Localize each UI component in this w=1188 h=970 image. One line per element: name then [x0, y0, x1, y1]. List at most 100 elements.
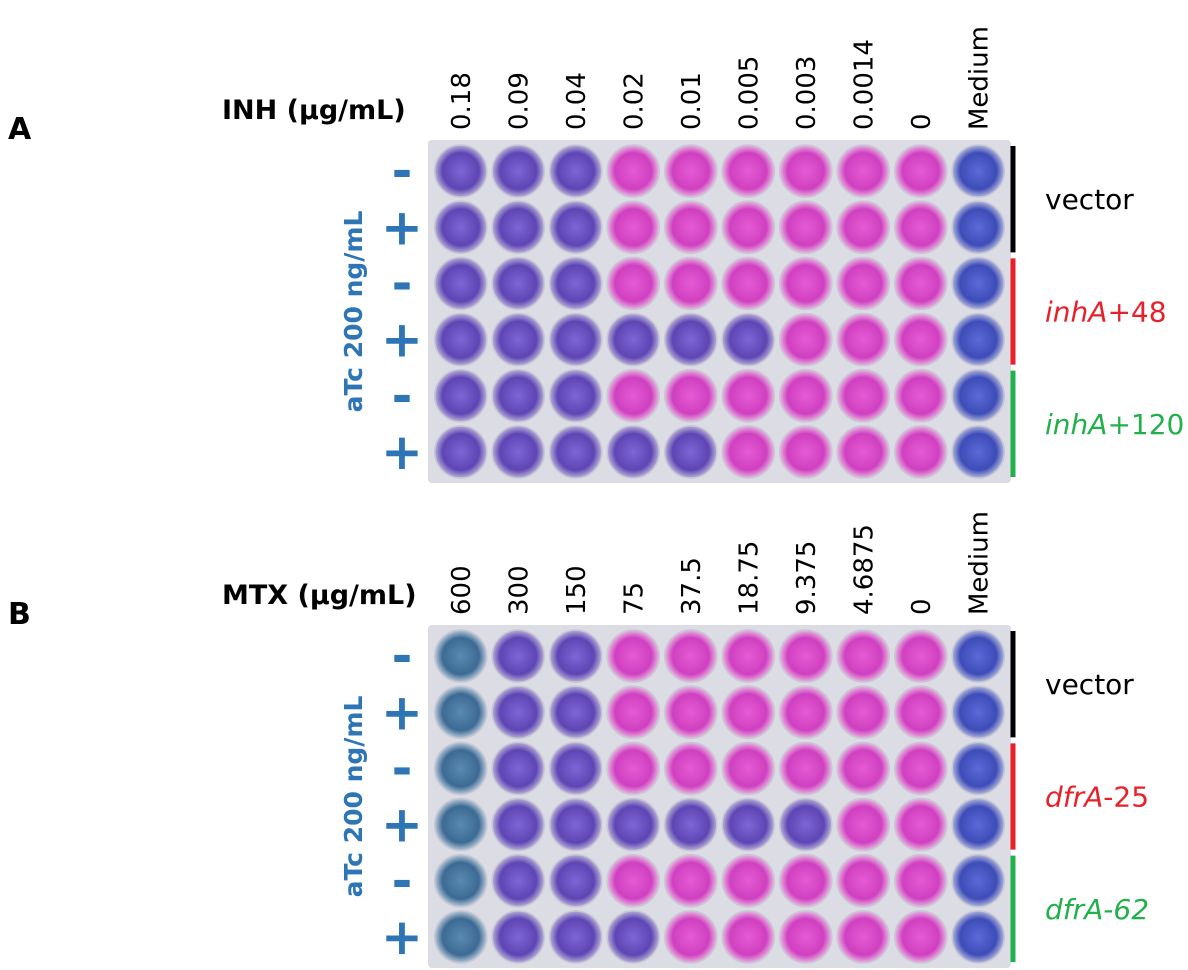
well [722, 686, 774, 738]
well [952, 686, 1004, 738]
drug-label: MTX (µg/mL) [222, 580, 417, 611]
well [780, 145, 832, 197]
concentration-label: 0.04 [562, 72, 592, 130]
induction-label: aTc 200 ng/mL [339, 696, 368, 898]
well [492, 911, 544, 963]
concentration-label: Medium [964, 26, 994, 130]
well [837, 314, 889, 366]
well [952, 630, 1004, 682]
panel-label: A [8, 112, 32, 147]
well [895, 201, 947, 253]
concentration-label: 0 [907, 598, 937, 615]
group-label-part: +48 [1107, 296, 1166, 329]
group-label: inhA+48 [1045, 296, 1167, 329]
aTc-sign: - [392, 142, 413, 200]
well [780, 314, 832, 366]
well [780, 686, 832, 738]
well [665, 257, 717, 309]
well [780, 426, 832, 478]
group-label-part: vector [1045, 183, 1134, 216]
well [550, 686, 602, 738]
well [722, 314, 774, 366]
aTc-sign: - [392, 852, 413, 910]
aTc-sign: + [381, 198, 423, 256]
well [607, 630, 659, 682]
well [435, 314, 487, 366]
well [665, 314, 717, 366]
well [550, 370, 602, 422]
well [607, 426, 659, 478]
concentration-label: 150 [562, 565, 592, 615]
aTc-sign: - [392, 627, 413, 685]
well [895, 630, 947, 682]
group-label-part: dfrA [1045, 781, 1103, 814]
well [607, 799, 659, 851]
group-label: dfrA-62 [1045, 893, 1149, 926]
well [492, 630, 544, 682]
well [952, 201, 1004, 253]
well [722, 370, 774, 422]
aTc-sign: + [381, 423, 423, 481]
well [492, 426, 544, 478]
well [607, 911, 659, 963]
concentration-label: 0 [907, 113, 937, 130]
well [722, 145, 774, 197]
well [607, 742, 659, 794]
well [607, 257, 659, 309]
well [952, 370, 1004, 422]
well [435, 911, 487, 963]
well [722, 799, 774, 851]
well [435, 799, 487, 851]
well [435, 630, 487, 682]
well [435, 686, 487, 738]
well [492, 742, 544, 794]
well [435, 742, 487, 794]
well [550, 426, 602, 478]
concentration-label: 0.02 [619, 72, 649, 130]
well [895, 855, 947, 907]
well [435, 855, 487, 907]
aTc-sign: - [392, 739, 413, 797]
well [492, 686, 544, 738]
well [607, 686, 659, 738]
well [780, 201, 832, 253]
induction-label: aTc 200 ng/mL [339, 211, 368, 413]
group-label-part: dfrA-62 [1045, 893, 1149, 926]
well [780, 855, 832, 907]
well [780, 911, 832, 963]
panel-label: B [8, 597, 31, 632]
concentration-label: 0.005 [734, 56, 764, 130]
well [665, 201, 717, 253]
well [895, 145, 947, 197]
well [837, 686, 889, 738]
well [550, 742, 602, 794]
well [895, 911, 947, 963]
drug-label: INH (µg/mL) [222, 95, 406, 126]
well [780, 742, 832, 794]
concentration-label: 600 [447, 565, 477, 615]
well [665, 799, 717, 851]
well [665, 630, 717, 682]
concentration-label: 0.18 [447, 72, 477, 130]
well [607, 145, 659, 197]
well [722, 426, 774, 478]
well [550, 257, 602, 309]
well [665, 370, 717, 422]
well [722, 911, 774, 963]
figure: AINH (µg/mL)0.180.090.040.020.010.0050.0… [0, 0, 1188, 970]
concentration-label: 75 [619, 582, 649, 615]
concentration-label: Medium [964, 511, 994, 615]
well [435, 257, 487, 309]
well [952, 799, 1004, 851]
well [492, 855, 544, 907]
group-label-part: inhA [1045, 408, 1107, 441]
well [550, 201, 602, 253]
well [895, 257, 947, 309]
well [607, 855, 659, 907]
well [435, 145, 487, 197]
well [665, 686, 717, 738]
well [607, 314, 659, 366]
well [952, 257, 1004, 309]
group-label: vector [1045, 668, 1134, 701]
well [837, 630, 889, 682]
